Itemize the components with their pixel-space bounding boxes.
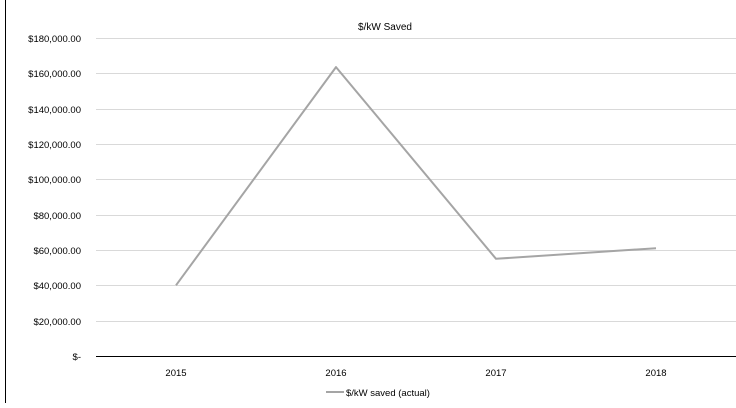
series-layer bbox=[176, 67, 656, 285]
y-tick-label: $- bbox=[73, 352, 81, 363]
y-tick-label: $180,000.00 bbox=[28, 34, 81, 45]
y-tick-label: $100,000.00 bbox=[28, 175, 81, 186]
x-tick-label: 2015 bbox=[165, 368, 186, 379]
x-axis-tick-labels: 2015 2016 2017 2018 bbox=[165, 368, 666, 379]
y-axis-tick-labels: $- $20,000.00 $40,000.00 $60,000.00 $80,000.… bbox=[28, 34, 81, 363]
y-tick-label: $60,000.00 bbox=[33, 246, 81, 257]
y-tick-label: $160,000.00 bbox=[28, 69, 81, 80]
y-tick-label: $140,000.00 bbox=[28, 105, 81, 116]
y-tick-label: $80,000.00 bbox=[33, 211, 81, 222]
y-tick-label: $40,000.00 bbox=[33, 281, 81, 292]
x-tick-label: 2016 bbox=[325, 368, 346, 379]
legend-label: $/kW saved (actual) bbox=[346, 388, 430, 399]
y-tick-label: $120,000.00 bbox=[28, 140, 81, 151]
y-tick-label: $20,000.00 bbox=[33, 317, 81, 328]
chart-title: $/kW Saved bbox=[358, 22, 412, 33]
x-tick-label: 2017 bbox=[485, 368, 506, 379]
legend: $/kW saved (actual) bbox=[326, 388, 430, 399]
series-line bbox=[176, 67, 656, 285]
x-tick-label: 2018 bbox=[645, 368, 666, 379]
gridlines bbox=[96, 39, 736, 357]
